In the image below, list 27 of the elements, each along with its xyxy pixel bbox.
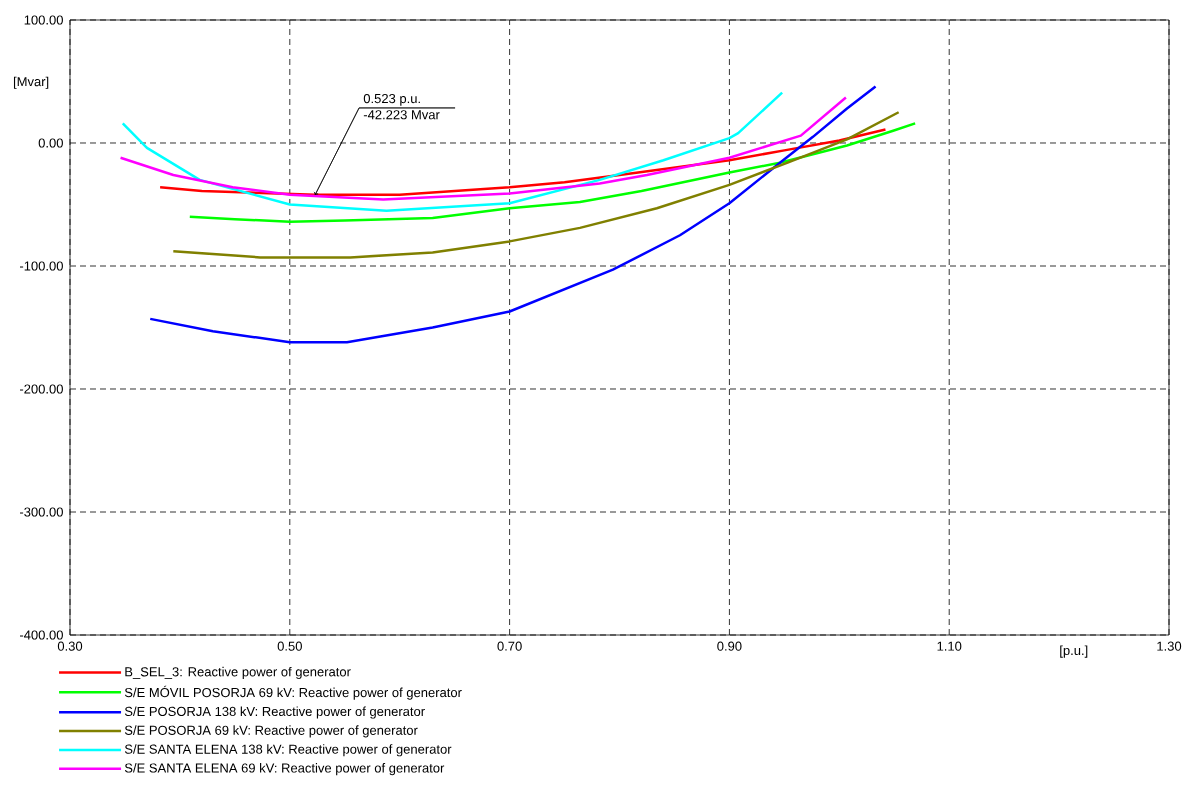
- line-series: [172, 111, 900, 259]
- y-axis-title: [Mvar]: [13, 76, 49, 89]
- line-series: [121, 91, 784, 212]
- line-series: [119, 96, 848, 201]
- x-tick-label: 0.90: [717, 641, 742, 651]
- legend-label: S/E POSORJA 138 kV: Reactive power of generator: [124, 706, 425, 719]
- x-tick-label: 0.70: [497, 641, 522, 651]
- x-tick-label: 0.50: [277, 641, 302, 651]
- legend-label: S/E POSORJA 69 kV: Reactive power of generator: [124, 725, 418, 738]
- annotation: 0.523 p.u.: [363, 93, 420, 106]
- legend-label: B_SEL_3: Reactive power of generator: [125, 666, 351, 679]
- annotation: -42.223 Mvar: [363, 110, 440, 120]
- legend-label: S/E SANTA ELENA 69 kV: Reactive power of generator: [124, 763, 445, 776]
- line-series: [188, 122, 917, 223]
- y-tick-label: -400.00: [19, 630, 63, 640]
- y-tick-label: -100.00: [19, 261, 63, 271]
- y-tick-label: -200.00: [19, 384, 63, 394]
- x-tick-label: 1.10: [937, 641, 962, 651]
- x-axis-title: [p.u.]: [1060, 645, 1088, 658]
- x-tick-label: 0.30: [57, 641, 83, 651]
- x-tick-label: 1.30: [1157, 641, 1182, 651]
- legend-label: S/E MÓVIL POSORJA 69 kV: Reactive power of generator: [124, 685, 462, 700]
- y-tick-label: -300.00: [19, 507, 63, 517]
- y-tick-label: 100.00: [24, 15, 63, 25]
- line-series: [148, 85, 877, 344]
- y-tick-label: 0.00: [38, 138, 63, 148]
- legend-label: S/E SANTA ELENA 138 kV: Reactive power of generator: [124, 744, 452, 757]
